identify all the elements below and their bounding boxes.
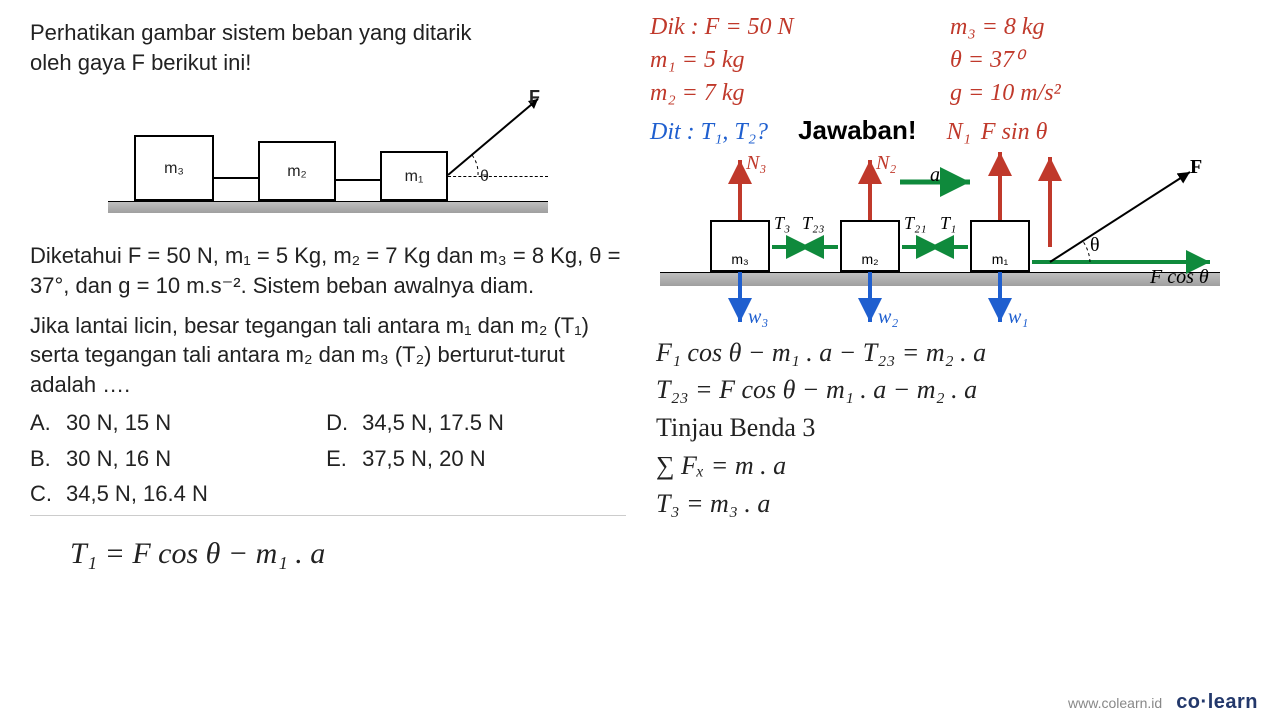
given-text: Diketahui F = 50 N, m₁ = 5 Kg, m₂ = 7 Kg…	[30, 241, 626, 300]
lbl-w1: w₁	[1008, 304, 1028, 330]
option-text: 34,5 N, 16.4 N	[66, 479, 208, 509]
footer-brand: co·learn	[1176, 691, 1258, 714]
dik-g: g = 10 m/s²	[950, 78, 1210, 109]
lbl-w2: w₂	[878, 304, 898, 330]
lbl-t23: T₂₃	[802, 212, 825, 235]
eq-4: ∑ Fₓ = m . a	[656, 447, 1260, 485]
lbl-w3: w₃	[748, 304, 768, 330]
option-b[interactable]: B.30 N, 16 N	[30, 444, 316, 474]
box-label: m₂	[287, 161, 307, 183]
rope-12	[336, 179, 380, 181]
answer-options: A.30 N, 15 N D.34,5 N, 17.5 N B.30 N, 16…	[30, 408, 626, 509]
lbl-a: a	[930, 162, 940, 188]
solution-panel: Dik : F = 50 N m₃ = 8 kg m₁ = 5 kg θ = 3…	[640, 0, 1280, 720]
eq-2: T₂₃ = F cos θ − m₁ . a − m₂ . a	[656, 371, 1260, 409]
eq-5: T₃ = m₃ . a	[656, 485, 1260, 523]
lbl-f: F	[1190, 154, 1202, 180]
option-text: 30 N, 16 N	[66, 444, 171, 474]
option-text: 37,5 N, 20 N	[362, 444, 486, 474]
prompt-line-1: Perhatikan gambar sistem beban yang dita…	[30, 20, 471, 45]
force-arrow	[438, 91, 558, 201]
rope-23	[214, 177, 258, 179]
dik-f: F = 50 N	[705, 14, 794, 40]
problem-diagram: m₃ m₂ m₁ F θ	[108, 87, 548, 227]
option-d[interactable]: D.34,5 N, 17.5 N	[326, 408, 612, 438]
lbl-t1: T₁	[940, 212, 956, 235]
option-text: 30 N, 15 N	[66, 408, 171, 438]
box-label: m₃	[164, 158, 184, 180]
prompt-line-2: oleh gaya F berikut ini!	[30, 50, 251, 75]
lbl-n3: N₃	[746, 150, 766, 176]
ground-line	[108, 201, 548, 213]
theta-label: θ	[480, 166, 489, 188]
equation-t1: T₁ = F cos θ − m₁ . a	[30, 534, 626, 575]
dik-m3: m₃ = 8 kg	[950, 12, 1210, 43]
box-label: m₁	[405, 166, 424, 188]
lbl-t21: T₂₁	[904, 212, 927, 235]
prompt-text: Perhatikan gambar sistem beban yang dita…	[30, 18, 626, 77]
dik-label: Dik :	[650, 14, 699, 40]
lbl-t3: T₃	[774, 212, 790, 235]
eq-1: F₁ cos θ − m₁ . a − T₂₃ = m₂ . a	[656, 334, 1260, 372]
dik-m2: m₂ = 7 kg	[650, 78, 950, 109]
dik-m1: m₁ = 5 kg	[650, 45, 950, 76]
solution-equations: F₁ cos θ − m₁ . a − T₂₃ = m₂ . a T₂₃ = F…	[650, 334, 1260, 522]
lbl-n2: N₂	[876, 150, 896, 176]
lbl-fcos: F cos θ	[1150, 264, 1209, 290]
lbl-theta: θ	[1090, 232, 1100, 258]
option-a[interactable]: A.30 N, 15 N	[30, 408, 316, 438]
dik-theta: θ = 37⁰	[950, 45, 1210, 76]
given-values: Dik : F = 50 N m₃ = 8 kg m₁ = 5 kg θ = 3…	[650, 12, 1260, 110]
footer: www.colearn.id co·learn	[1068, 691, 1258, 714]
box-m3: m₃	[134, 135, 214, 201]
option-e[interactable]: E.37,5 N, 20 N	[326, 444, 612, 474]
option-text: 34,5 N, 17.5 N	[362, 408, 504, 438]
problem-panel: Perhatikan gambar sistem beban yang dita…	[0, 0, 640, 720]
footer-url: www.colearn.id	[1068, 695, 1162, 711]
force-f-label: F	[529, 85, 540, 109]
box-m2: m₂	[258, 141, 336, 201]
free-body-diagram: m₃ m₂ m₁	[650, 132, 1250, 332]
option-c[interactable]: C.34,5 N, 16.4 N	[30, 479, 316, 509]
question-text: Jika lantai licin, besar tegangan tali a…	[30, 311, 626, 400]
eq-3: Tinjau Benda 3	[656, 409, 1260, 447]
